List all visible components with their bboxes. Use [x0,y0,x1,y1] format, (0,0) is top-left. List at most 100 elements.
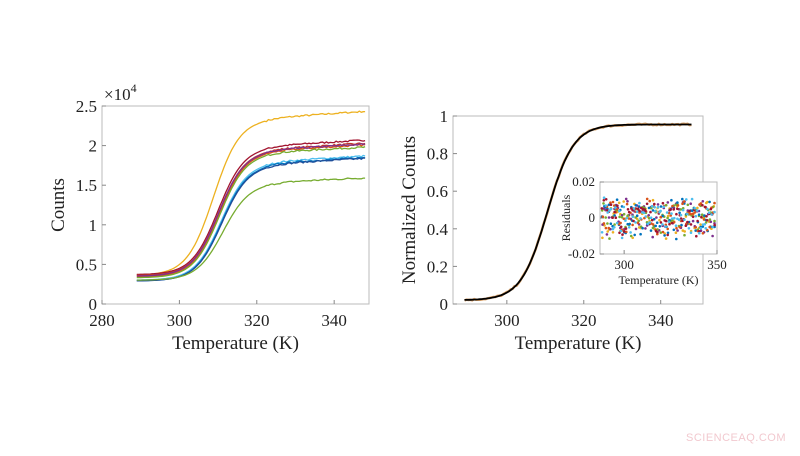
residual-point [666,216,669,220]
residual-point [656,232,659,236]
residual-point [604,198,608,201]
residual-point [659,205,663,208]
residual-point [689,231,693,234]
residual-point [681,208,685,212]
residual-point [609,203,613,206]
residual-point [604,226,608,230]
series-line-s5 [136,146,366,279]
y-tick-label: -0.02 [568,246,595,261]
residual-point [686,212,689,216]
residual-point [713,210,716,214]
residual-point [649,216,653,219]
residual-point [687,227,691,230]
residual-point [689,202,692,205]
residual-point [680,223,683,227]
residual-point [639,217,642,220]
residual-point [688,209,691,213]
y-tick-label: 0 [440,295,449,314]
residual-point [613,214,616,217]
residual-point [602,207,606,210]
residual-point [706,200,709,204]
residual-point [671,219,674,222]
residual-point [633,233,636,237]
residual-point [713,201,716,205]
residual-point [695,209,699,212]
residual-point [659,221,663,224]
residual-point [649,210,652,214]
residual-point [682,200,686,203]
residual-point [705,219,709,222]
residual-point [644,215,647,218]
residual-point [694,214,698,218]
residual-point [705,215,708,218]
residual-point [664,225,667,228]
residual-point [619,221,622,225]
residual-point [666,231,670,235]
residual-point [654,209,657,213]
residual-point [707,211,711,214]
residual-point [634,227,638,231]
x-tick-label: 320 [244,311,270,330]
residual-point [608,237,611,240]
residual-point [694,226,698,229]
residual-point [659,209,662,213]
residual-point [620,236,624,240]
residual-point [614,206,617,209]
residual-point [618,215,621,219]
residual-point [625,230,628,234]
y-tick-label: 0.8 [427,145,448,164]
residual-point [622,212,626,216]
residual-point [661,230,665,234]
residual-point [631,223,634,227]
residual-point [676,229,679,232]
residual-point [600,207,604,210]
residual-point [662,205,666,209]
series-line-fit [464,123,692,301]
residual-point [629,234,633,238]
residual-point [655,221,659,224]
residual-point [602,196,606,199]
y-axis-label: Counts [48,178,69,232]
residual-point [620,215,624,219]
residual-point [675,237,678,241]
residual-point [609,201,612,204]
residual-point [637,205,641,208]
residual-point [602,222,606,225]
residual-point [700,215,703,219]
residual-point [649,229,653,232]
residual-point [607,226,611,230]
x-tick-label: 320 [571,311,597,330]
residuals-inset: 300 350 -0.02 0 0.02 Temperature (K) Residuals [559,174,727,287]
residual-point [648,199,651,203]
residual-point [614,216,618,219]
residual-point [634,221,637,224]
residual-point [665,211,669,214]
y-tick-label: 2 [89,137,98,156]
residual-point [683,230,686,233]
x-axis-label: Temperature (K) [618,273,698,287]
residual-point [607,203,611,207]
residual-point [632,207,636,210]
residual-point [607,216,611,219]
residual-point [667,211,671,215]
residual-point [672,208,675,211]
residual-point [622,217,626,221]
residual-point [681,197,684,201]
residual-point [650,218,654,222]
x-tick-label: 300 [494,311,520,330]
x-axis-label: Temperature (K) [172,333,299,354]
residual-point [713,219,716,223]
residual-point [673,216,676,220]
residual-point [651,209,655,212]
residual-point [703,205,707,209]
residual-point [704,227,707,230]
series-line-s10 [136,177,366,281]
residual-point [683,233,686,237]
residual-point [606,211,609,214]
residual-point [606,230,609,233]
y-tick-label: 0 [89,295,98,314]
residual-point [710,213,713,216]
residual-point [691,209,694,212]
residual-point [609,222,613,225]
